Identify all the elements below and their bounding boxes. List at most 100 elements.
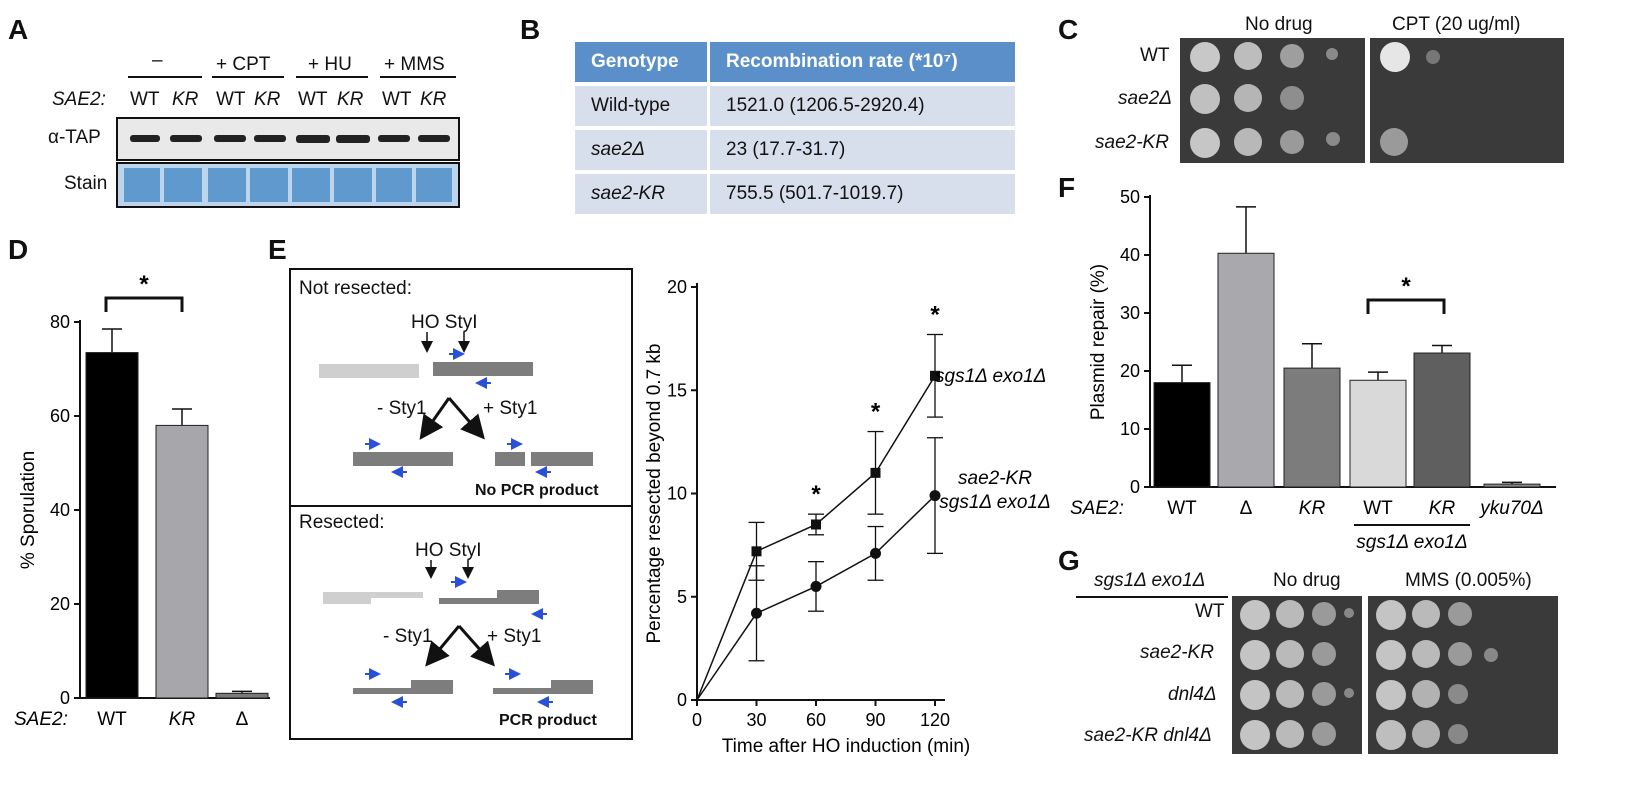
- y-tick-label: 0: [60, 688, 70, 708]
- bar: [1349, 379, 1407, 488]
- bar: [1483, 483, 1541, 488]
- strain-label: sae2-KR: [1095, 132, 1169, 153]
- panel-label-d: D: [8, 234, 29, 265]
- spot-plate-no-drug: [1180, 38, 1365, 163]
- lane-label: KR: [420, 89, 447, 110]
- y-tick-label: 0: [677, 690, 687, 710]
- data-point: [930, 370, 940, 381]
- resection-chart: 0 5 10 15 20 0 30 60 90 120 Time after HO inductio…: [644, 277, 1051, 757]
- panel-label-c: C: [1058, 14, 1079, 45]
- lane-label: KR: [172, 89, 199, 110]
- x-tick-label: WT: [97, 709, 127, 730]
- data-point: [751, 546, 762, 557]
- spot-plate-no-drug: [1232, 596, 1362, 754]
- sae2-row-label: SAE2:: [52, 89, 106, 110]
- plate-title: No drug: [1273, 570, 1341, 591]
- blot-row-label: Stain: [64, 173, 108, 194]
- strain-label: sae2-KR: [1140, 642, 1214, 663]
- y-tick-label: 20: [50, 594, 70, 614]
- condition-label: + HU: [308, 54, 352, 75]
- ho-styi-label: HO StyI: [415, 540, 482, 561]
- panel-label-g: G: [1058, 545, 1080, 576]
- y-tick-label: 20: [667, 277, 687, 297]
- y-tick-label: 40: [1120, 245, 1140, 265]
- y-axis-label: Percentage resected beyond 0.7 kb: [644, 344, 665, 644]
- table-header: Genotype: [575, 42, 707, 82]
- x-tick-label: yku70Δ: [1478, 498, 1543, 519]
- plate-title: MMS (0.005%): [1405, 570, 1532, 591]
- bar: [85, 352, 139, 699]
- lane-label: WT: [298, 89, 328, 110]
- y-tick-label: 60: [50, 406, 70, 426]
- sporulation-chart: 0 20 40 60 80 % Sporulation WT KR Δ SAE2: *: [14, 271, 270, 730]
- table-cell: Wild-type: [575, 86, 707, 126]
- minus-sty-label: - Sty1: [383, 626, 433, 647]
- table-row: Wild-type 1521.0 (1206.5-2920.4): [575, 86, 1015, 126]
- strain-label: sae2-KR dnl4Δ: [1084, 725, 1212, 746]
- lane-label: KR: [254, 89, 281, 110]
- genotype-header: sgs1Δ exo1Δ: [1094, 570, 1206, 591]
- resection-schematic-svg: [291, 332, 631, 708]
- pcr-label: PCR product: [499, 712, 597, 729]
- table-row: sae2Δ 23 (17.7-31.7): [575, 130, 1015, 170]
- series-label: sae2-KR: [958, 468, 1032, 489]
- plate-title: CPT (20 ug/ml): [1392, 14, 1521, 35]
- resection-schematic: Not resected: HO StyI - Sty1 + Sty1 No P…: [289, 268, 633, 740]
- plasmid-repair-chart: 0 10 20 30 40 50 Plasmid repair (%) WT Δ KR WT KR yk…: [1070, 187, 1556, 553]
- y-tick-label: 15: [667, 380, 687, 400]
- x-tick-label: 30: [746, 710, 766, 730]
- condition-label: + CPT: [216, 54, 271, 75]
- resected-label: Resected:: [299, 512, 385, 533]
- table-cell: 755.5 (501.7-1019.7): [707, 174, 1015, 214]
- table-row: sae2-KR 755.5 (501.7-1019.7): [575, 174, 1015, 214]
- table-cell: sae2-KR: [575, 174, 707, 214]
- panel-label-a: A: [8, 14, 29, 45]
- data-point: [751, 607, 762, 619]
- y-axis-label: Plasmid repair (%): [1088, 264, 1109, 420]
- recombination-table: Genotype Recombination rate (*10⁷) Wild-…: [575, 38, 1015, 218]
- lane-label: WT: [216, 89, 246, 110]
- data-point: [810, 580, 822, 592]
- x-prefix-label: SAE2:: [1070, 498, 1124, 519]
- spot-plate-mms: [1368, 596, 1558, 754]
- blot-row-label: α-TAP: [48, 127, 101, 148]
- panel-label-e: E: [268, 234, 287, 265]
- x-tick-label: KR: [1429, 498, 1456, 519]
- x-tick-label: 120: [920, 710, 950, 730]
- panel-label-f: F: [1058, 172, 1076, 203]
- bar: [1283, 367, 1341, 488]
- plate-title: No drug: [1245, 14, 1313, 35]
- series-label: sgs1Δ exo1Δ: [935, 366, 1046, 387]
- stain-blot: [116, 162, 460, 208]
- x-tick-label: 0: [692, 710, 702, 730]
- no-pcr-label: No PCR product: [475, 482, 599, 499]
- minus-sty-label: - Sty1: [377, 398, 427, 419]
- bar: [1217, 252, 1275, 488]
- table-cell: sae2Δ: [575, 130, 707, 170]
- y-tick-label: 10: [667, 484, 687, 504]
- y-tick-label: 10: [1120, 419, 1140, 439]
- table-header: Recombination rate (*10⁷): [707, 42, 1015, 82]
- data-point: [929, 490, 941, 502]
- panel-label-b: B: [520, 14, 541, 45]
- group-label: sgs1Δ exo1Δ: [1356, 532, 1467, 553]
- plus-sty-label: + Sty1: [487, 626, 542, 647]
- y-axis-label: % Sporulation: [18, 451, 39, 569]
- x-tick-label: WT: [1167, 498, 1197, 519]
- x-tick-label: KR: [1299, 498, 1326, 519]
- x-tick-label: Δ: [236, 709, 249, 730]
- x-prefix-label: SAE2:: [14, 709, 68, 730]
- significance-bracket: [104, 296, 184, 312]
- y-tick-label: 80: [50, 312, 70, 332]
- lane-label: WT: [130, 89, 160, 110]
- condition-label: + MMS: [384, 54, 445, 75]
- y-tick-label: 40: [50, 500, 70, 520]
- x-tick-label: Δ: [1240, 498, 1253, 519]
- bar: [1413, 352, 1471, 488]
- x-tick-label: 60: [806, 710, 826, 730]
- data-point: [811, 519, 821, 530]
- y-tick-label: 50: [1120, 187, 1140, 207]
- y-tick-label: 20: [1120, 361, 1140, 381]
- data-point: [870, 467, 881, 478]
- significance-star: *: [871, 399, 881, 426]
